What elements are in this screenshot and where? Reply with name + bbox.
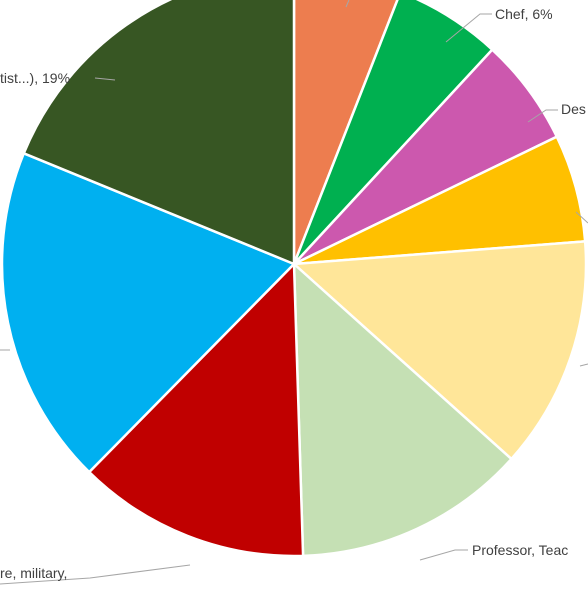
pie-slice-4 [290,239,588,461]
pie-slice-6 [87,261,305,558]
leader-line-2 [527,109,558,123]
leader-line-4 [579,363,588,367]
data-labels: Chef, 6% Des Professor, Teac re, militar… [0,6,586,581]
data-label-des: Des [561,101,586,117]
leader-line-1 [445,13,492,43]
leader-line-3 [575,211,588,224]
data-label-scientist: tist...), 19% [0,70,70,86]
pie-slice-7 [0,151,297,474]
leader-line-5 [419,549,468,561]
pie-slices [0,0,588,558]
pie-slice-8 [22,0,296,266]
leader-line-0 [345,0,350,8]
pie-slice-5 [292,261,514,558]
data-label-military: re, military, [0,565,67,581]
data-label-chef: Chef, 6% [495,6,553,22]
leader-line-6 [0,564,191,585]
leader-line-8 [94,77,116,81]
data-label-professor: Professor, Teac [472,542,568,558]
